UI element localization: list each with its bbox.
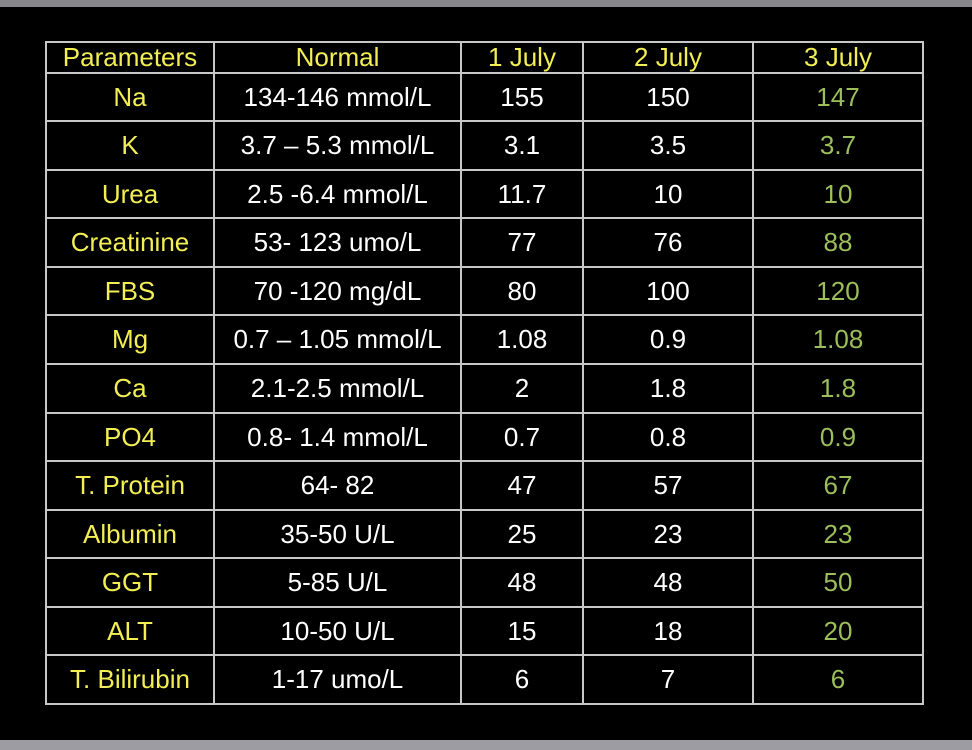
- cell-1-july-value: 25: [460, 508, 584, 560]
- cell-parameter: PO4: [45, 411, 215, 463]
- cell-parameter: T. Bilirubin: [45, 654, 215, 705]
- cell-3-july-value: 6: [752, 654, 924, 705]
- cell-1-july-value: 15: [460, 605, 584, 657]
- cell-normal-range: 2.5 -6.4 mmol/L: [213, 168, 462, 220]
- cell-2-july-value: 57: [582, 460, 754, 511]
- table-row: Albumin 35-50 U/L 25 23 23: [45, 508, 924, 560]
- cell-parameter: Urea: [45, 168, 215, 220]
- cell-parameter: Creatinine: [45, 217, 215, 268]
- cell-normal-range: 53- 123 umo/L: [213, 217, 462, 268]
- cell-3-july-value: 23: [752, 508, 924, 560]
- cell-3-july-value: 1.8: [752, 362, 924, 414]
- cell-2-july-value: 0.9: [582, 314, 754, 365]
- cell-2-july-value: 3.5: [582, 120, 754, 171]
- cell-2-july-value: 150: [582, 71, 754, 123]
- cell-normal-range: 10-50 U/L: [213, 605, 462, 657]
- header-2-july: 2 July: [582, 41, 754, 74]
- table-row: Na 134-146 mmol/L 155 150 147: [45, 71, 924, 123]
- cell-parameter: T. Protein: [45, 460, 215, 511]
- table-body: Na 134-146 mmol/L 155 150 147 K 3.7 – 5.…: [45, 71, 924, 705]
- cell-1-july-value: 47: [460, 460, 584, 511]
- cell-parameter: Ca: [45, 362, 215, 414]
- cell-2-july-value: 76: [582, 217, 754, 268]
- cell-1-july-value: 80: [460, 265, 584, 317]
- cell-1-july-value: 11.7: [460, 168, 584, 220]
- cell-normal-range: 5-85 U/L: [213, 557, 462, 608]
- cell-3-july-value: 147: [752, 71, 924, 123]
- cell-1-july-value: 2: [460, 362, 584, 414]
- cell-normal-range: 2.1-2.5 mmol/L: [213, 362, 462, 414]
- cell-parameter: ALT: [45, 605, 215, 657]
- table-row: Creatinine 53- 123 umo/L 77 76 88: [45, 217, 924, 268]
- cell-3-july-value: 3.7: [752, 120, 924, 171]
- cell-1-july-value: 155: [460, 71, 584, 123]
- header-row: Parameters Normal 1 July 2 July 3 July: [45, 41, 924, 74]
- cell-3-july-value: 88: [752, 217, 924, 268]
- cell-1-july-value: 0.7: [460, 411, 584, 463]
- cell-normal-range: 0.8- 1.4 mmol/L: [213, 411, 462, 463]
- cell-parameter: Na: [45, 71, 215, 123]
- cell-1-july-value: 77: [460, 217, 584, 268]
- cell-2-july-value: 100: [582, 265, 754, 317]
- header-1-july: 1 July: [460, 41, 584, 74]
- cell-3-july-value: 1.08: [752, 314, 924, 365]
- cell-parameter: Albumin: [45, 508, 215, 560]
- top-gray-strip: [0, 0, 972, 7]
- cell-1-july-value: 1.08: [460, 314, 584, 365]
- cell-normal-range: 1-17 umo/L: [213, 654, 462, 705]
- cell-1-july-value: 6: [460, 654, 584, 705]
- cell-normal-range: 3.7 – 5.3 mmol/L: [213, 120, 462, 171]
- cell-2-july-value: 0.8: [582, 411, 754, 463]
- cell-2-july-value: 10: [582, 168, 754, 220]
- table-row: T. Protein 64- 82 47 57 67: [45, 460, 924, 511]
- cell-parameter: FBS: [45, 265, 215, 317]
- cell-3-july-value: 120: [752, 265, 924, 317]
- table-row: FBS 70 -120 mg/dL 80 100 120: [45, 265, 924, 317]
- table-row: GGT 5-85 U/L 48 48 50: [45, 557, 924, 608]
- bottom-gray-strip: [0, 740, 972, 750]
- cell-2-july-value: 7: [582, 654, 754, 705]
- cell-3-july-value: 67: [752, 460, 924, 511]
- cell-3-july-value: 0.9: [752, 411, 924, 463]
- cell-1-july-value: 3.1: [460, 120, 584, 171]
- cell-normal-range: 70 -120 mg/dL: [213, 265, 462, 317]
- cell-normal-range: 0.7 – 1.05 mmol/L: [213, 314, 462, 365]
- cell-parameter: Mg: [45, 314, 215, 365]
- cell-normal-range: 64- 82: [213, 460, 462, 511]
- cell-2-july-value: 18: [582, 605, 754, 657]
- cell-3-july-value: 50: [752, 557, 924, 608]
- table-row: ALT 10-50 U/L 15 18 20: [45, 605, 924, 657]
- cell-2-july-value: 23: [582, 508, 754, 560]
- cell-3-july-value: 20: [752, 605, 924, 657]
- header-3-july: 3 July: [752, 41, 924, 74]
- table-row: PO4 0.8- 1.4 mmol/L 0.7 0.8 0.9: [45, 411, 924, 463]
- table-row: Mg 0.7 – 1.05 mmol/L 1.08 0.9 1.08: [45, 314, 924, 365]
- cell-parameter: GGT: [45, 557, 215, 608]
- cell-2-july-value: 1.8: [582, 362, 754, 414]
- table-row: T. Bilirubin 1-17 umo/L 6 7 6: [45, 654, 924, 705]
- cell-normal-range: 35-50 U/L: [213, 508, 462, 560]
- cell-2-july-value: 48: [582, 557, 754, 608]
- header-parameters: Parameters: [45, 41, 215, 74]
- table-row: Ca 2.1-2.5 mmol/L 2 1.8 1.8: [45, 362, 924, 414]
- header-normal: Normal: [213, 41, 462, 74]
- cell-3-july-value: 10: [752, 168, 924, 220]
- table-row: Urea 2.5 -6.4 mmol/L 11.7 10 10: [45, 168, 924, 220]
- lab-results-table: Parameters Normal 1 July 2 July 3 July N…: [45, 41, 924, 705]
- cell-parameter: K: [45, 120, 215, 171]
- cell-1-july-value: 48: [460, 557, 584, 608]
- cell-normal-range: 134-146 mmol/L: [213, 71, 462, 123]
- table-row: K 3.7 – 5.3 mmol/L 3.1 3.5 3.7: [45, 120, 924, 171]
